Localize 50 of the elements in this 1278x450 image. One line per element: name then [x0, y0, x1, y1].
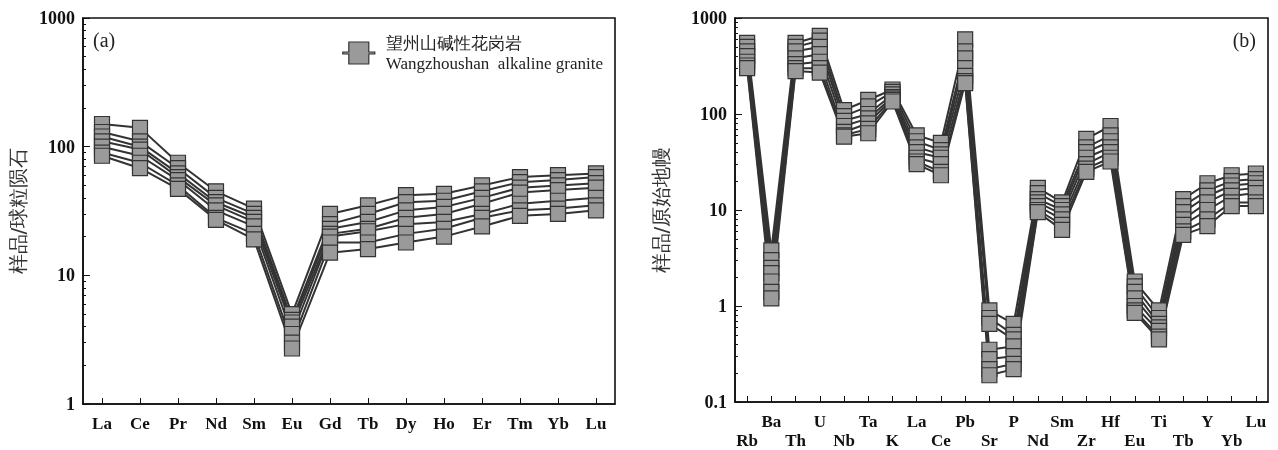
x-tick-label: Lu [1245, 412, 1267, 431]
x-tick-label: Th [785, 431, 807, 450]
x-tick-label: U [813, 412, 826, 431]
y-tick-label: 1 [718, 296, 727, 316]
y-axis-title: 样品/球粒陨石 [6, 147, 31, 275]
x-tick-label: Ce [931, 431, 952, 450]
x-tick-label: Eu [281, 414, 303, 433]
annotation: (a) [93, 29, 116, 52]
x-tick-label: Ti [1151, 412, 1168, 431]
x-tick-label: Ho [433, 414, 455, 433]
x-tick-label: Sm [242, 414, 266, 433]
y-tick-label: 1 [66, 394, 75, 414]
x-tick-label: Lu [585, 414, 607, 433]
x-tick-label: Ta [859, 412, 878, 431]
x-tick-label: Yb [547, 414, 569, 433]
x-tick-label: Sm [1050, 412, 1074, 431]
x-tick-label: Y [1201, 412, 1214, 431]
y-tick-label: 100 [48, 136, 75, 157]
legend-label: 望州山碱性花岗岩 Wangzhoushan alkaline granite [385, 33, 604, 73]
x-tick-label: Nd [205, 414, 228, 433]
y-axis-title: 样品/原始地幔 [649, 146, 673, 274]
x-tick-label: Tb [1172, 431, 1194, 450]
y-tick-label: 1000 [39, 8, 75, 28]
x-tick-label: Ce [130, 414, 151, 433]
x-tick-label: Nb [833, 431, 855, 450]
x-tick-label: Gd [318, 414, 342, 433]
x-tick-label: La [92, 414, 113, 433]
y-tick-label: 10 [709, 200, 727, 220]
x-tick-label: Nd [1026, 431, 1050, 450]
x-tick-label: K [885, 431, 900, 450]
x-tick-label: Tb [357, 414, 379, 433]
x-tick-label: La [906, 412, 928, 431]
x-tick-label: Tm [507, 414, 533, 433]
x-tick-label: Hf [1101, 412, 1121, 431]
y-tick-label: 100 [700, 104, 727, 124]
y-tick-label: 1000 [691, 8, 727, 28]
x-tick-label: Pb [955, 412, 976, 431]
x-tick-label: Yb [1220, 431, 1243, 450]
x-tick-label: Eu [1124, 431, 1146, 450]
x-tick-label: Pr [169, 414, 188, 433]
x-tick-label: Ba [761, 412, 782, 431]
x-tick-label: Er [472, 414, 492, 433]
x-tick-label: P [1008, 412, 1019, 431]
x-tick-label: Zr [1076, 431, 1097, 450]
x-tick-label: Dy [395, 414, 417, 433]
y-tick-label: 0.1 [704, 392, 727, 412]
y-tick-label: 10 [57, 265, 75, 286]
x-tick-label: Sr [980, 431, 999, 450]
annotation: (b) [1232, 29, 1257, 52]
x-tick-label: Rb [736, 431, 758, 450]
